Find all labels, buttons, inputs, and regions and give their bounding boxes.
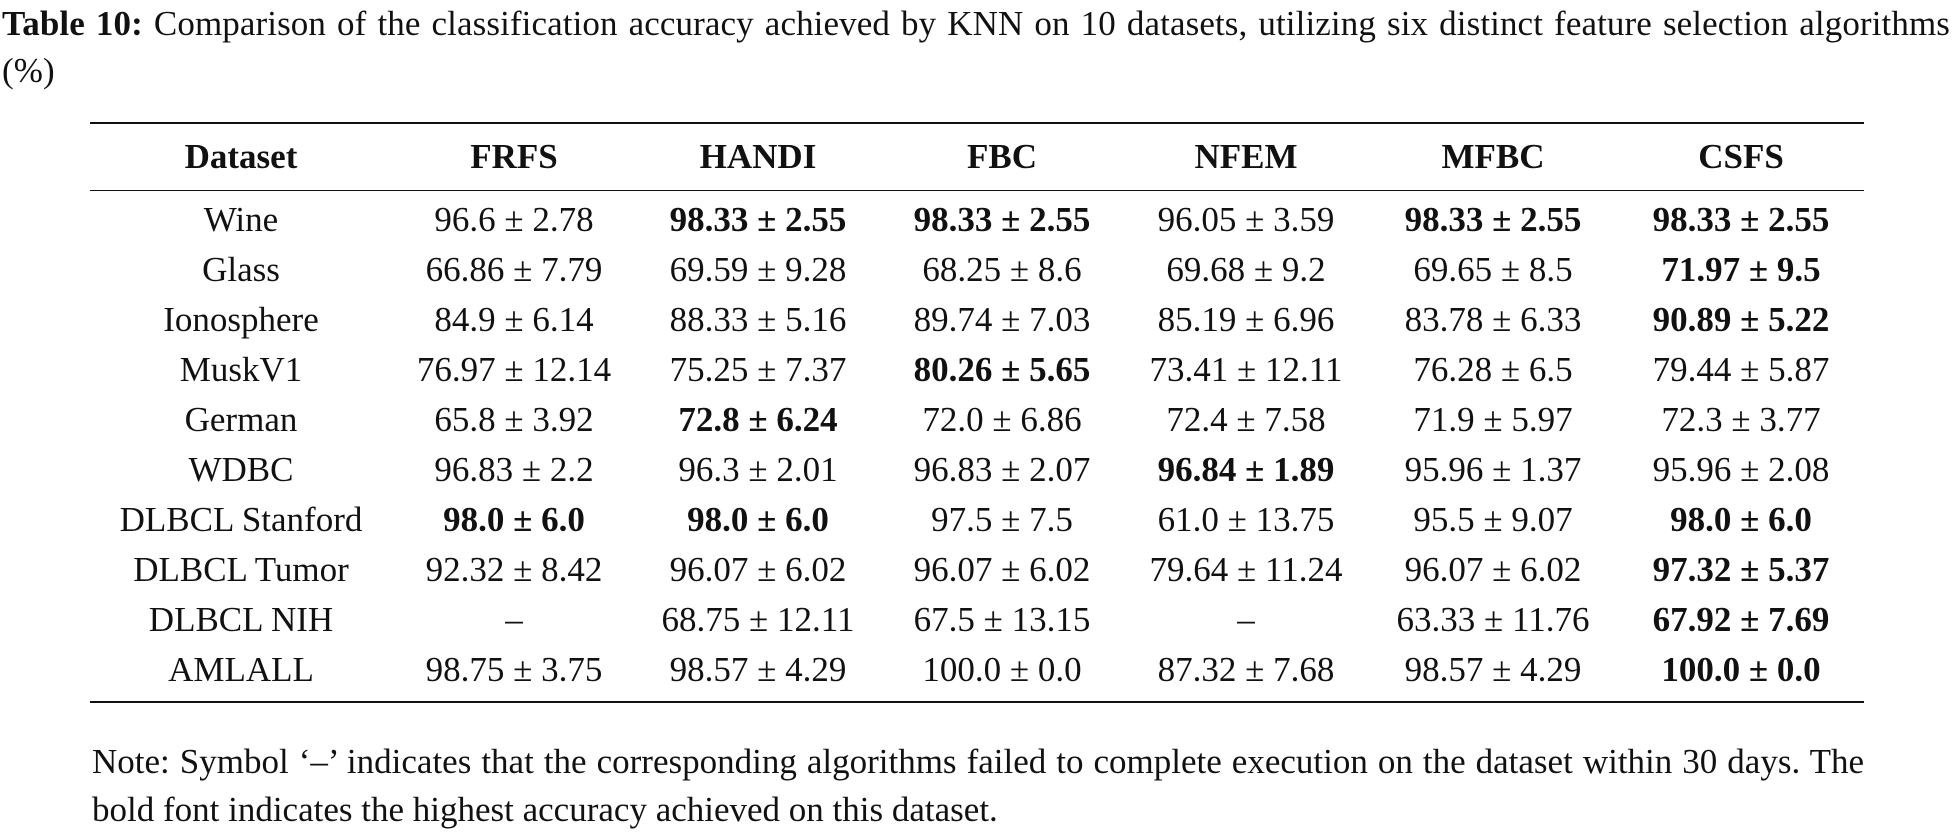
table-row: German 65.8 ± 3.92 72.8 ± 6.24 72.0 ± 6.86 7… (90, 395, 1864, 445)
accuracy-cell: 76.28 ± 6.5 (1413, 350, 1573, 389)
accuracy-cell: 69.68 ± 9.2 (1166, 250, 1326, 289)
accuracy-cell: 61.0 ± 13.75 (1157, 500, 1335, 539)
accuracy-cell: 63.33 ± 11.76 (1396, 600, 1590, 639)
accuracy-cell: 97.32 ± 5.37 (1652, 550, 1830, 589)
accuracy-cell: 95.5 ± 9.07 (1413, 500, 1573, 539)
dataset-name-cell: Wine (203, 200, 279, 239)
dataset-name-cell: MuskV1 (179, 350, 303, 389)
accuracy-cell: 87.32 ± 7.68 (1157, 650, 1335, 689)
table-row: MuskV1 76.97 ± 12.14 75.25 ± 7.37 80.26 ± 5… (90, 345, 1864, 395)
accuracy-cell: 72.0 ± 6.86 (922, 400, 1082, 439)
dataset-name-cell: DLBCL NIH (148, 600, 334, 639)
accuracy-cell: 98.75 ± 3.75 (425, 650, 603, 689)
accuracy-cell: 67.92 ± 7.69 (1652, 600, 1830, 639)
accuracy-cell: 98.0 ± 6.0 (443, 500, 585, 539)
column-header-fbc: FBC (967, 137, 1037, 176)
accuracy-cell: 84.9 ± 6.14 (434, 300, 594, 339)
accuracy-cell: 69.59 ± 9.28 (669, 250, 847, 289)
accuracy-cell: 96.6 ± 2.78 (434, 200, 594, 239)
accuracy-cell: 73.41 ± 12.11 (1149, 350, 1343, 389)
caption-label: Table 10: (2, 4, 143, 43)
table-row: Ionosphere 84.9 ± 6.14 88.33 ± 5.16 89.74 ±… (90, 295, 1864, 345)
column-header-nfem: NFEM (1194, 137, 1298, 176)
results-table: Dataset FRFS HANDI FBC NFEM MFBC CSFS Wi… (90, 122, 1864, 703)
accuracy-cell: 96.84 ± 1.89 (1157, 450, 1335, 489)
accuracy-cell: 71.9 ± 5.97 (1413, 400, 1573, 439)
accuracy-cell: 98.0 ± 6.0 (1670, 500, 1812, 539)
accuracy-cell: 96.07 ± 6.02 (913, 550, 1091, 589)
accuracy-cell: 96.3 ± 2.01 (678, 450, 838, 489)
dataset-name-cell: Ionosphere (163, 300, 319, 339)
accuracy-cell: 97.5 ± 7.5 (931, 500, 1073, 539)
table-note: Note: Symbol ‘–’ indicates that the corr… (92, 742, 1864, 829)
accuracy-cell: 79.44 ± 5.87 (1652, 350, 1830, 389)
accuracy-cell: 72.3 ± 3.77 (1661, 400, 1821, 439)
accuracy-cell: 100.0 ± 0.0 (1661, 650, 1821, 689)
table-row: Wine 96.6 ± 2.78 98.33 ± 2.55 98.33 ± 2.55 9… (90, 191, 1864, 246)
accuracy-cell: 100.0 ± 0.0 (922, 650, 1082, 689)
accuracy-cell: 90.89 ± 5.22 (1652, 300, 1830, 339)
header-row: Dataset FRFS HANDI FBC NFEM MFBC CSFS (90, 123, 1864, 191)
accuracy-cell: 69.65 ± 8.5 (1413, 250, 1573, 289)
accuracy-cell: 79.64 ± 11.24 (1149, 550, 1343, 589)
accuracy-cell: 88.33 ± 5.16 (669, 300, 847, 339)
accuracy-cell: 95.96 ± 2.08 (1652, 450, 1830, 489)
accuracy-cell: 68.25 ± 8.6 (922, 250, 1082, 289)
table-row: AMLALL 98.75 ± 3.75 98.57 ± 4.29 100.0 ± 0.… (90, 645, 1864, 702)
accuracy-cell: 67.5 ± 13.15 (913, 600, 1091, 639)
accuracy-cell: 71.97 ± 9.5 (1661, 250, 1821, 289)
table-body: Wine 96.6 ± 2.78 98.33 ± 2.55 98.33 ± 2.55 9… (90, 191, 1864, 702)
column-header-handi: HANDI (699, 137, 817, 176)
accuracy-cell: 98.57 ± 4.29 (1404, 650, 1582, 689)
table-row: DLBCL Stanford 98.0 ± 6.0 98.0 ± 6.0 97.5 ±… (90, 495, 1864, 545)
accuracy-cell: 96.05 ± 3.59 (1157, 200, 1335, 239)
accuracy-cell: 92.32 ± 8.42 (425, 550, 603, 589)
accuracy-cell: 66.86 ± 7.79 (425, 250, 603, 289)
table-row: WDBC 96.83 ± 2.2 96.3 ± 2.01 96.83 ± 2.07 96… (90, 445, 1864, 495)
table-row: DLBCL NIH – 68.75 ± 12.11 67.5 ± 13.15 – 63.3… (90, 595, 1864, 645)
dataset-name-cell: German (184, 400, 298, 439)
table-caption: Table 10: Comparison of the classificati… (2, 0, 1950, 94)
accuracy-cell: 75.25 ± 7.37 (669, 350, 847, 389)
column-header-dataset: Dataset (184, 137, 298, 176)
accuracy-cell: 98.57 ± 4.29 (669, 650, 847, 689)
accuracy-cell: 80.26 ± 5.65 (913, 350, 1091, 389)
column-header-frfs: FRFS (470, 137, 558, 176)
accuracy-cell: 65.8 ± 3.92 (434, 400, 594, 439)
accuracy-cell: 96.83 ± 2.07 (913, 450, 1091, 489)
column-header-csfs: CSFS (1698, 137, 1784, 176)
accuracy-cell: 98.33 ± 2.55 (913, 200, 1091, 239)
accuracy-cell: 68.75 ± 12.11 (661, 600, 855, 639)
accuracy-cell: 85.19 ± 6.96 (1157, 300, 1335, 339)
dataset-name-cell: Glass (202, 250, 280, 289)
dataset-name-cell: DLBCL Tumor (133, 550, 349, 589)
accuracy-cell: 98.33 ± 2.55 (1652, 200, 1830, 239)
caption-text: Comparison of the classification accurac… (2, 4, 1950, 90)
accuracy-cell: 72.4 ± 7.58 (1166, 400, 1326, 439)
accuracy-cell: 98.33 ± 2.55 (669, 200, 847, 239)
column-header-mfbc: MFBC (1441, 137, 1545, 176)
accuracy-cell: 76.97 ± 12.14 (416, 350, 612, 389)
accuracy-cell: 98.33 ± 2.55 (1404, 200, 1582, 239)
table-row: DLBCL Tumor 92.32 ± 8.42 96.07 ± 6.02 96.07… (90, 545, 1864, 595)
accuracy-cell: 96.83 ± 2.2 (434, 450, 594, 489)
accuracy-cell: 96.07 ± 6.02 (1404, 550, 1582, 589)
accuracy-cell: 89.74 ± 7.03 (913, 300, 1091, 339)
results-table-container: Dataset FRFS HANDI FBC NFEM MFBC CSFS Wi… (90, 122, 1864, 703)
dataset-name-cell: WDBC (188, 450, 294, 489)
accuracy-cell: – (1237, 600, 1255, 639)
dataset-name-cell: DLBCL Stanford (119, 500, 363, 539)
accuracy-cell: 83.78 ± 6.33 (1404, 300, 1582, 339)
accuracy-cell: 72.8 ± 6.24 (678, 400, 838, 439)
accuracy-cell: 95.96 ± 1.37 (1404, 450, 1582, 489)
dataset-name-cell: AMLALL (168, 650, 314, 689)
accuracy-cell: 98.0 ± 6.0 (687, 500, 829, 539)
accuracy-cell: – (505, 600, 523, 639)
table-row: Glass 66.86 ± 7.79 69.59 ± 9.28 68.25 ± 8.6… (90, 245, 1864, 295)
accuracy-cell: 96.07 ± 6.02 (669, 550, 847, 589)
